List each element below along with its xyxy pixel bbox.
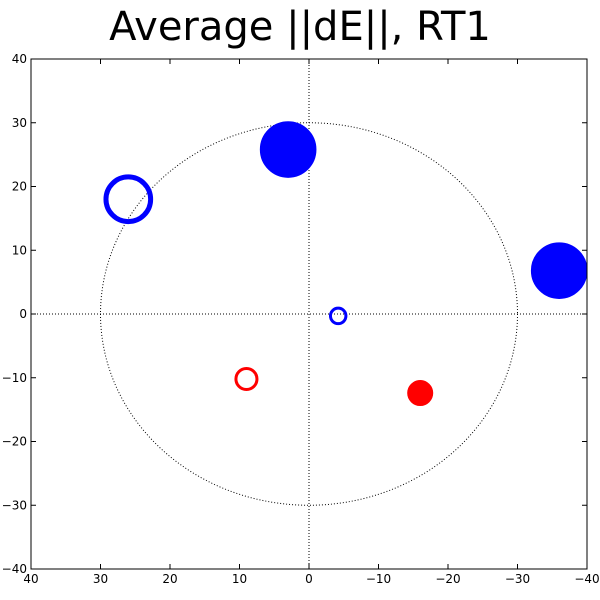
reference-circle — [100, 122, 518, 506]
x-tick-label: −10 — [366, 572, 391, 586]
y-tick-label: 10 — [12, 243, 27, 257]
y-tick-label: −40 — [2, 562, 27, 576]
x-tick-label: −40 — [574, 572, 599, 586]
y-tick-label: 0 — [19, 307, 27, 321]
x-tick-label: 0 — [305, 572, 313, 586]
x-tick-label: −30 — [505, 572, 530, 586]
y-tick-label: 30 — [12, 116, 27, 130]
data-point-4 — [328, 306, 348, 326]
data-point-3 — [530, 242, 587, 299]
data-point-5 — [234, 367, 259, 392]
y-tick-label: −20 — [2, 435, 27, 449]
chart-title: Average ||dE||, RT1 — [109, 4, 491, 50]
data-point-1 — [103, 174, 154, 225]
x-tick-label: 20 — [162, 572, 177, 586]
y-tick-label: 40 — [12, 52, 27, 66]
x-tick-label: 40 — [23, 572, 38, 586]
x-tick-label: 10 — [232, 572, 247, 586]
y-tick-label: 20 — [12, 180, 27, 194]
x-tick-label: 30 — [93, 572, 108, 586]
x-tick-label: −20 — [435, 572, 460, 586]
y-tick-label: −10 — [2, 371, 27, 385]
data-point-2 — [259, 121, 317, 178]
data-point-6 — [407, 380, 434, 407]
y-tick-label: −30 — [2, 498, 27, 512]
